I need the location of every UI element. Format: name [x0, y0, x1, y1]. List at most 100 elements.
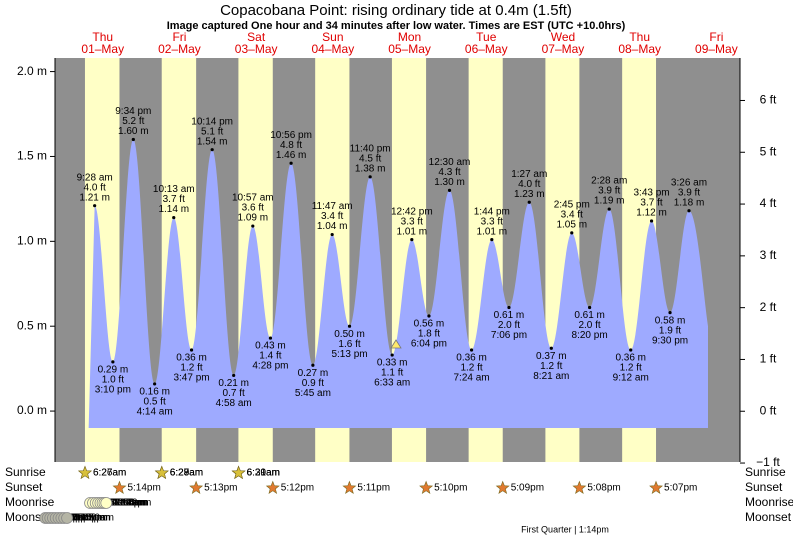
tide-label: 1.60 m [118, 126, 149, 137]
day-date: 05–May [388, 42, 431, 56]
tide-time: 12:30 am [429, 157, 471, 168]
row-label-right: Sunset [745, 480, 783, 494]
row-time: 8:02am [98, 498, 131, 509]
tide-point [390, 353, 394, 357]
tide-time: 7:06 pm [491, 330, 527, 341]
tide-time: 5:45 am [295, 388, 331, 399]
tide-feet: 5.2 ft [122, 116, 144, 127]
tide-label: 0.33 m [377, 358, 408, 369]
tide-time: 9:28 am [77, 172, 113, 183]
row-time: 6:31am [247, 468, 280, 479]
tide-feet: 3.6 ft [242, 203, 264, 214]
y2-tick-label: 1 ft [760, 352, 777, 366]
row-time: 10:34am [106, 498, 145, 509]
day-weekday: Wed [551, 30, 575, 44]
moon-phase: First Quarter | 1:14pm [521, 524, 609, 534]
tide-feet: 3.4 ft [321, 211, 343, 222]
tide-label: 0.50 m [334, 329, 365, 340]
tide-feet: 1.6 ft [338, 339, 360, 350]
tide-time: 6:33 am [374, 378, 410, 389]
tide-point [668, 311, 672, 315]
tide-feet: 4.0 ft [84, 182, 106, 193]
y2-tick-label: 3 ft [760, 248, 777, 262]
row-time: 5:11pm [357, 483, 390, 494]
row-time: 6:30am [247, 468, 280, 479]
tide-feet: 1.9 ft [659, 325, 681, 336]
sun-icon [495, 480, 510, 494]
tide-time: 7:24 am [454, 373, 490, 384]
tide-feet: 1.2 ft [620, 363, 642, 374]
tide-point [311, 363, 315, 367]
row-time: 6:26am [93, 468, 126, 479]
tide-point [469, 348, 474, 352]
tide-label: 1.04 m [317, 221, 348, 232]
moon-icon [100, 497, 113, 509]
sun-icon [419, 480, 434, 494]
tide-feet: 1.1 ft [381, 368, 403, 379]
row-time: 6:29am [247, 468, 280, 479]
tide-feet: 3.3 ft [401, 216, 423, 227]
tide-point [347, 324, 352, 328]
day-weekday: Thu [92, 30, 113, 44]
tide-time: 9:30 pm [652, 335, 688, 346]
row-label-left: Sunrise [5, 465, 46, 479]
tide-time: 10:13 am [153, 184, 195, 195]
y-tick-label: 1.0 m [17, 233, 47, 247]
y-tick-label: 2.0 m [17, 64, 47, 78]
tide-label: 1.18 m [674, 197, 705, 208]
row-time: 8:25pm [61, 513, 94, 524]
tide-label: 1.12 m [636, 208, 667, 219]
current-marker [390, 339, 402, 349]
tide-feet: 3.7 ft [163, 194, 185, 205]
tide-time: 1:27 am [511, 169, 547, 180]
tide-point [268, 336, 273, 340]
tide-label: 1.01 m [397, 226, 428, 237]
tide-label: 1.38 m [355, 163, 386, 174]
y2-tick-label: −1 ft [756, 455, 780, 469]
tide-time: 6:04 pm [411, 339, 447, 350]
tide-point [251, 224, 255, 228]
tide-label: 1.09 m [238, 213, 269, 224]
tide-point [289, 161, 293, 165]
sun-icon [265, 480, 280, 494]
row-time: 12:32pm [112, 498, 151, 509]
tide-point [410, 238, 414, 242]
row-time: 12:50am [75, 513, 114, 524]
tide-time: 4:58 am [216, 398, 252, 409]
row-time: 5:07pm [664, 483, 697, 494]
tide-feet: 1.8 ft [418, 329, 440, 340]
y2-tick-label: 2 ft [760, 300, 777, 314]
tide-label: 0.56 m [414, 319, 445, 330]
tide-time: 3:43 pm [633, 188, 669, 199]
row-time: 1:06pm [114, 498, 147, 509]
day-date: 03–May [235, 42, 278, 56]
tide-feet: 4.3 ft [438, 167, 460, 178]
y-tick-label: 1.5 m [17, 149, 47, 163]
row-time: 6:28am [170, 468, 203, 479]
tide-point [93, 204, 97, 208]
y2-tick-label: 4 ft [760, 196, 777, 210]
tide-time: 4:14 am [137, 407, 173, 418]
tide-feet: 3.3 ft [481, 216, 503, 227]
row-time: 11:03pm [69, 513, 107, 524]
row-label-left: Sunset [5, 480, 43, 494]
tide-point [629, 348, 633, 352]
y2-tick-label: 6 ft [760, 93, 777, 107]
day-weekday: Sun [322, 30, 343, 44]
day-date: 09–May [695, 42, 738, 56]
tide-point [447, 188, 452, 193]
row-label-left: Moonrise [5, 495, 55, 509]
tide-time: 9:12 am [613, 373, 649, 384]
day-weekday: Thu [629, 30, 650, 44]
tide-time: 3:47 pm [173, 373, 209, 384]
row-time: 9:48am [104, 498, 137, 509]
tide-point [649, 219, 654, 223]
day-weekday: Fri [172, 30, 186, 44]
y2-tick-label: 0 ft [760, 403, 777, 417]
row-time: 5:13pm [204, 483, 237, 494]
tide-point [507, 305, 511, 310]
tide-time: 10:57 am [232, 193, 274, 204]
tide-label: 1.19 m [594, 196, 625, 207]
tide-label: 0.36 m [456, 353, 487, 364]
